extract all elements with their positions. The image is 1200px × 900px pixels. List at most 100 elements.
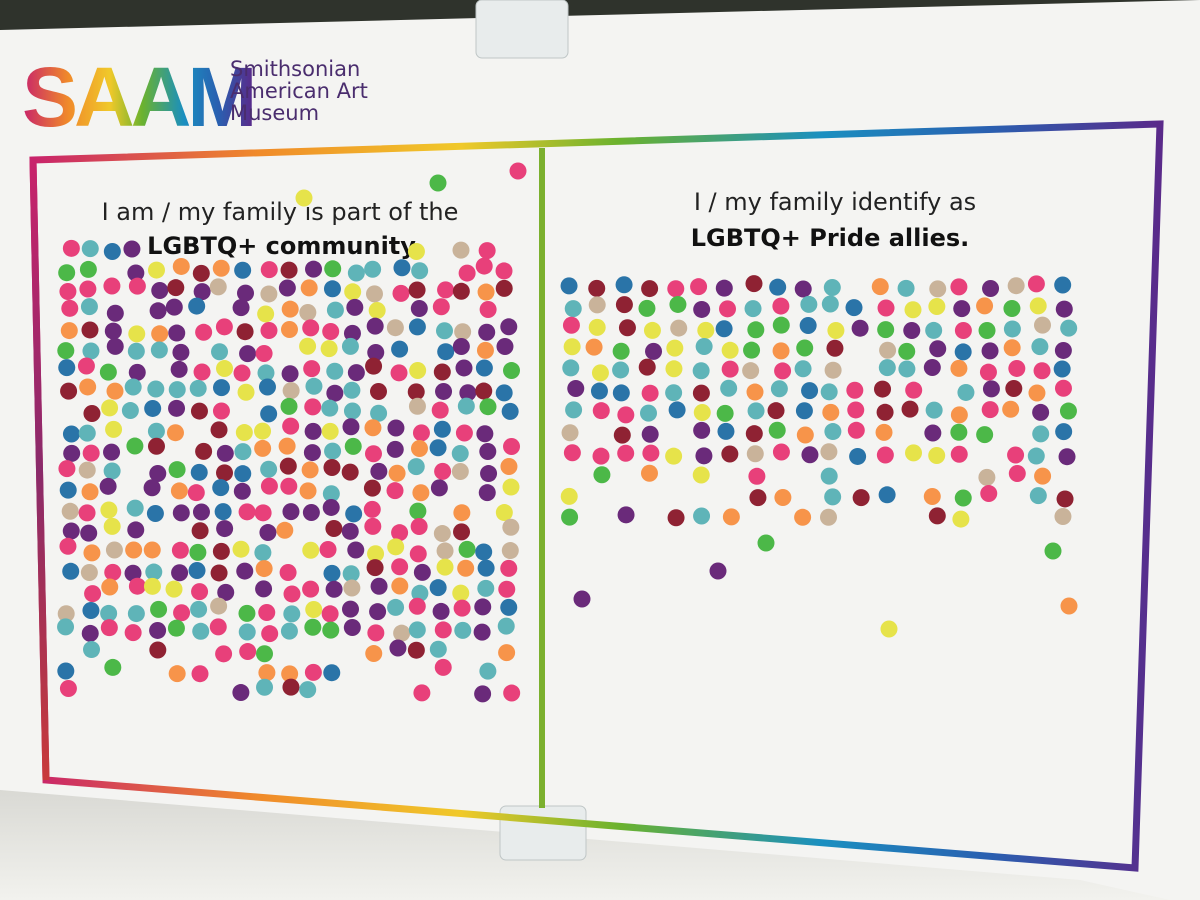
sticker-dot (121, 402, 139, 420)
sticker-dot (667, 509, 685, 527)
sticker-dot (409, 502, 427, 520)
sticker-dot (561, 508, 579, 526)
sticker-dot (928, 297, 946, 315)
sticker-dot (325, 580, 343, 598)
sticker-dot (57, 662, 75, 680)
sticker-dot (905, 444, 923, 462)
sticker-dot (693, 507, 711, 525)
sticker-dot (366, 317, 384, 335)
sticker-dot (101, 578, 119, 596)
sticker-dot (282, 678, 300, 696)
sticker-dot (567, 380, 585, 398)
sticker-dot (562, 359, 580, 377)
sticker-dot (237, 284, 255, 302)
sticker-dot (612, 361, 630, 379)
sticker-dot (62, 562, 80, 580)
sticker-dot (453, 504, 471, 522)
sticker-dot (236, 562, 254, 580)
sticker-dot (171, 541, 189, 559)
sticker-dot (769, 278, 787, 296)
sticker-dot (364, 419, 382, 437)
sticker-dot (281, 665, 299, 683)
sticker-dot (801, 446, 819, 464)
sticker-dot (146, 504, 164, 522)
sticker-dot (796, 339, 814, 357)
sticker-dot (498, 644, 516, 662)
sticker-dot (796, 426, 814, 444)
sticker-dot (344, 437, 362, 455)
sticker-dot (128, 325, 146, 343)
sticker-dot (434, 658, 452, 676)
sticker-dot (409, 361, 427, 379)
sticker-dot (209, 278, 227, 296)
sticker-dot (59, 679, 77, 697)
sticker-dot (149, 641, 167, 659)
sticker-dot (409, 545, 427, 563)
sticker-dot (82, 601, 100, 619)
sticker-dot (923, 487, 941, 505)
sticker-dot (215, 318, 233, 336)
sticker-dot (123, 240, 141, 258)
sticker-dot (100, 604, 118, 622)
panel-heading: I am / my family is part of the (102, 198, 459, 226)
sticker-dot (234, 443, 252, 461)
sticker-dot (871, 278, 889, 296)
sticker-dot (592, 447, 610, 465)
sticker-dot (216, 360, 234, 378)
sticker-dot (693, 300, 711, 318)
sticker-dot (473, 623, 491, 641)
sticker-dot (480, 465, 498, 483)
sticker-dot (305, 601, 323, 619)
sticker-dot (876, 446, 894, 464)
sticker-dot (302, 319, 320, 337)
sticker-dot (280, 397, 298, 415)
sticker-dot (721, 360, 739, 378)
sticker-dot (981, 401, 999, 419)
sticker-dot (1008, 359, 1026, 377)
sticker-dot (346, 298, 364, 316)
sticker-dot (260, 261, 278, 279)
sticker-dot (387, 538, 405, 556)
sticker-dot (474, 598, 492, 616)
sticker-dot (325, 520, 343, 538)
sticker-dot (168, 399, 186, 417)
sticker-dot (722, 508, 740, 526)
sticker-dot (846, 381, 864, 399)
sticker-dot (239, 643, 257, 661)
sticker-dot (304, 422, 322, 440)
sticker-dot (305, 260, 323, 278)
sticker-dot (238, 623, 256, 641)
sticker-dot (216, 444, 234, 462)
sticker-dot (128, 363, 146, 381)
sticker-dot (612, 384, 630, 402)
sticker-dot (640, 404, 658, 422)
sticker-dot (950, 406, 968, 424)
sticker-dot (343, 618, 361, 636)
sticker-dot (593, 466, 611, 484)
sticker-dot (477, 579, 495, 597)
sticker-dot (99, 477, 117, 495)
sticker-dot (282, 417, 300, 435)
sticker-dot (283, 605, 301, 623)
sticker-dot (742, 362, 760, 380)
sticker-dot (124, 564, 142, 582)
sticker-dot (190, 402, 208, 420)
sticker-dot (560, 487, 578, 505)
sticker-dot (149, 302, 167, 320)
sticker-dot (300, 279, 318, 297)
sticker-dot (191, 522, 209, 540)
sticker-dot (282, 382, 300, 400)
sticker-dot (366, 559, 384, 577)
sticker-dot (618, 319, 636, 337)
sticker-dot (1033, 362, 1051, 380)
sticker-dot (168, 665, 186, 683)
sticker-dot (820, 383, 838, 401)
sticker-dot (209, 618, 227, 636)
sticker-dot (457, 397, 475, 415)
sticker-dot (667, 280, 685, 298)
sticker-dot (410, 517, 428, 535)
sticker-dot (1005, 380, 1023, 398)
sticker-dot (170, 482, 188, 500)
sticker-dot (143, 577, 161, 595)
sticker-dot (820, 467, 838, 485)
